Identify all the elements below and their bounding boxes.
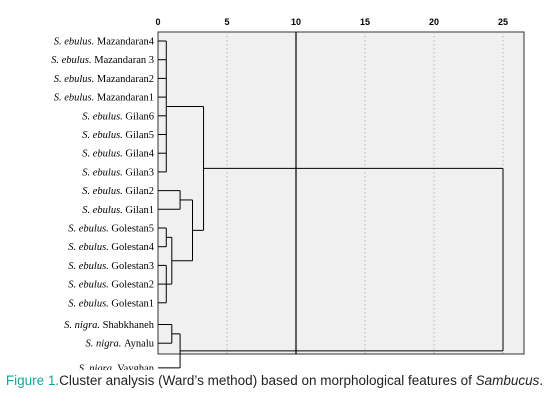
x-tick-label: 25 xyxy=(498,17,508,27)
x-tick-label: 5 xyxy=(224,17,229,27)
caption-end: . xyxy=(539,373,544,388)
figure-caption: Figure 1.Cluster analysis (Ward’s method… xyxy=(0,372,549,390)
leaf-label: S. ebulus. Mazandaran4 xyxy=(54,37,155,48)
x-tick-label: 0 xyxy=(155,17,160,27)
leaf-label: S. ebulus. Gilan6 xyxy=(82,111,154,122)
x-tick-label: 15 xyxy=(360,17,370,27)
leaf-label: S. nigra. Aynalu xyxy=(86,339,155,350)
plot-area xyxy=(157,31,525,355)
leaf-label: S. ebulus. Gilan2 xyxy=(82,186,154,197)
leaf-label: S. nigra. Vayghan xyxy=(79,363,155,370)
caption-text: Cluster analysis (Ward’s method) based o… xyxy=(59,373,476,388)
leaf-label: S. ebulus. Mazandaran 3 xyxy=(51,55,154,66)
leaf-label: S. ebulus. Gilan5 xyxy=(82,130,154,141)
leaf-label: S. ebulus. Mazandaran2 xyxy=(54,74,154,85)
dendrogram-branches xyxy=(158,40,504,369)
leaf-label: S. ebulus. Gilan1 xyxy=(82,205,154,216)
axis-ticks: 0 5 10 15 20 25 xyxy=(155,17,508,27)
leaf-label: S. ebulus. Golestan1 xyxy=(68,298,154,309)
leaf-label: S. ebulus. Gilan3 xyxy=(82,167,154,178)
leaf-label: S. nigra. Shabkhaneh xyxy=(64,320,155,331)
leaf-label: S. ebulus. Mazandaran1 xyxy=(54,93,154,104)
x-tick-label: 20 xyxy=(429,17,439,27)
figure-label: Figure 1. xyxy=(5,373,60,388)
caption-genus: Sambucus xyxy=(475,373,540,388)
leaf-label: S. ebulus. Golestan2 xyxy=(68,280,154,291)
leaf-label: S. ebulus. Golestan5 xyxy=(68,224,154,235)
leaf-label: S. ebulus. Golestan4 xyxy=(68,242,154,253)
x-tick-label: 10 xyxy=(291,17,301,27)
leaf-label: S. ebulus. Golestan3 xyxy=(68,261,154,272)
leaf-label: S. ebulus. Gilan4 xyxy=(82,149,154,160)
leaf-labels: S. ebulus. Mazandaran4 S. ebulus. Mazanda… xyxy=(51,37,155,371)
